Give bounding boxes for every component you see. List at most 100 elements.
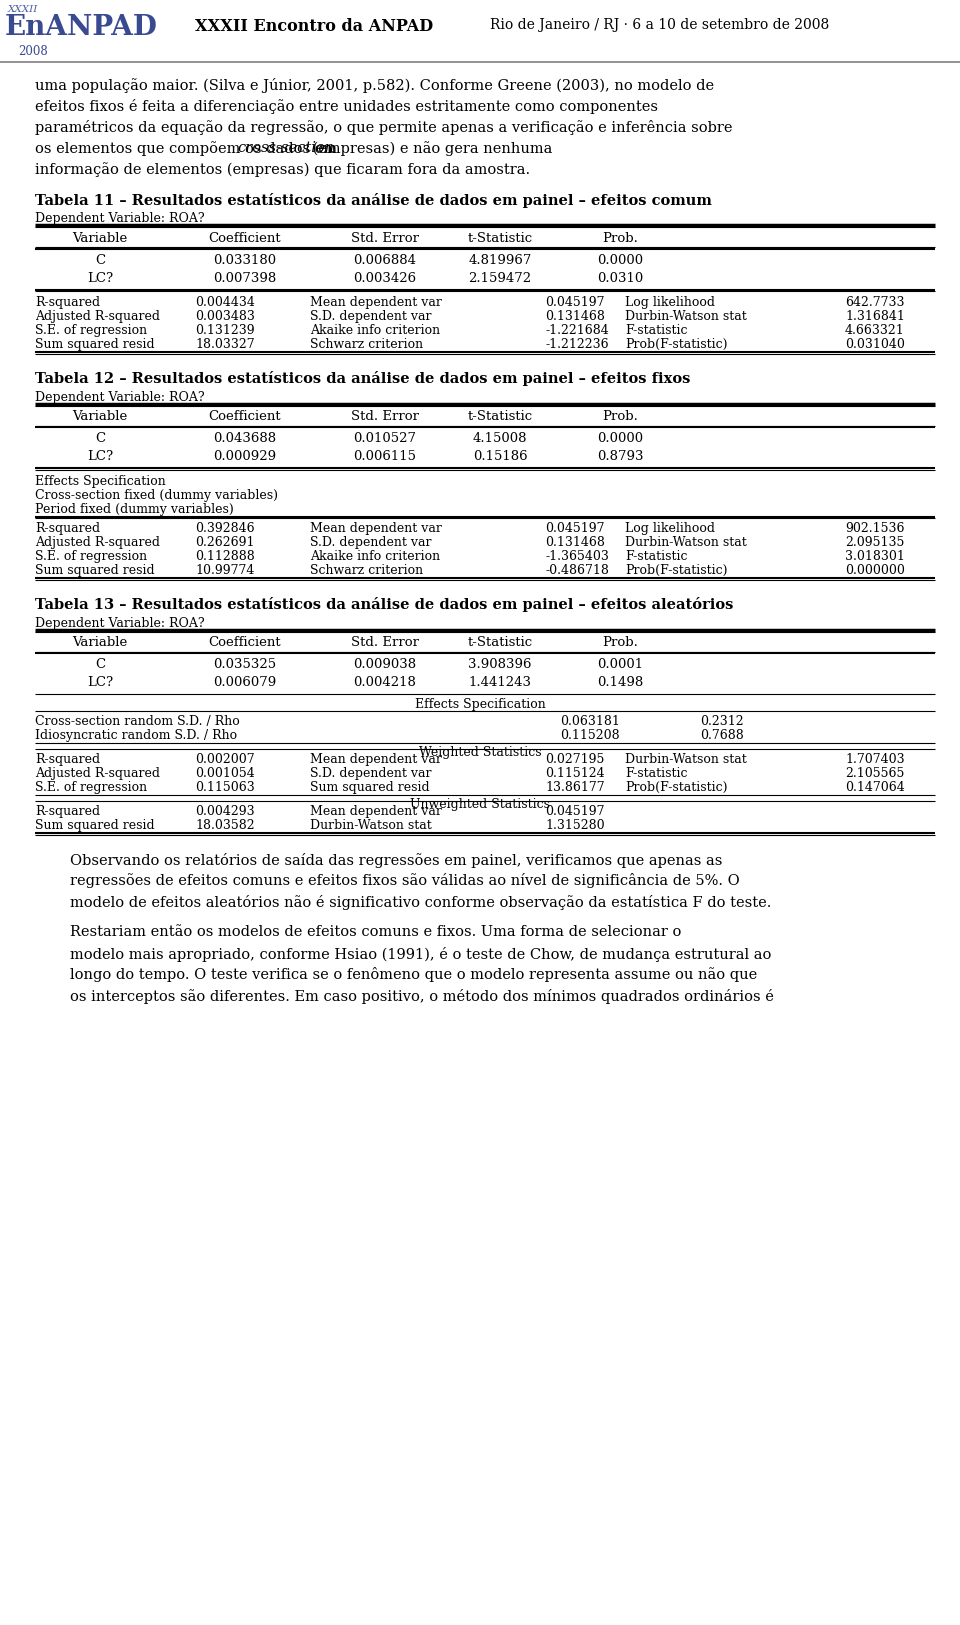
Text: 0.001054: 0.001054 [195, 767, 254, 780]
Text: Tabela 12 – Resultados estatísticos da análise de dados em painel – efeitos fixo: Tabela 12 – Resultados estatísticos da a… [35, 372, 690, 387]
Text: Prob.: Prob. [602, 411, 638, 424]
Text: Log likelihood: Log likelihood [625, 522, 715, 535]
Text: t-Statistic: t-Statistic [468, 411, 533, 424]
Text: S.D. dependent var: S.D. dependent var [310, 536, 431, 549]
Text: informação de elementos (empresas) que ficaram fora da amostra.: informação de elementos (empresas) que f… [35, 162, 530, 177]
Text: 0.0001: 0.0001 [597, 658, 643, 671]
Text: 10.99774: 10.99774 [195, 564, 254, 577]
Text: R-squared: R-squared [35, 752, 100, 765]
Text: 3.908396: 3.908396 [468, 658, 532, 671]
Text: F-statistic: F-statistic [625, 767, 687, 780]
Text: LC?: LC? [87, 271, 113, 284]
Text: 0.147064: 0.147064 [845, 782, 904, 795]
Text: Variable: Variable [72, 411, 128, 424]
Text: 1.707403: 1.707403 [845, 752, 904, 765]
Text: 1.316841: 1.316841 [845, 310, 905, 323]
Text: 2.095135: 2.095135 [845, 536, 904, 549]
Text: 0.003426: 0.003426 [353, 271, 417, 284]
Text: Std. Error: Std. Error [351, 411, 419, 424]
Text: 0.131468: 0.131468 [545, 310, 605, 323]
Text: -0.486718: -0.486718 [545, 564, 609, 577]
Text: S.E. of regression: S.E. of regression [35, 782, 147, 795]
Text: 642.7733: 642.7733 [845, 296, 904, 309]
Text: (empresas) e não gera nenhuma: (empresas) e não gera nenhuma [308, 141, 552, 156]
Text: F-statistic: F-statistic [625, 323, 687, 336]
Text: Mean dependent var: Mean dependent var [310, 752, 442, 765]
Text: LC?: LC? [87, 676, 113, 689]
Text: Adjusted R-squared: Adjusted R-squared [35, 536, 160, 549]
Text: modelo de efeitos aleatórios não é significativo conforme observação da estatíst: modelo de efeitos aleatórios não é signi… [70, 894, 772, 910]
Text: regressões de efeitos comuns e efeitos fixos são válidas ao nível de significânc: regressões de efeitos comuns e efeitos f… [70, 874, 740, 889]
Text: S.D. dependent var: S.D. dependent var [310, 310, 431, 323]
Text: Period fixed (dummy variables): Period fixed (dummy variables) [35, 502, 233, 515]
Text: S.E. of regression: S.E. of regression [35, 549, 147, 562]
Text: -1.212236: -1.212236 [545, 338, 609, 351]
Text: t-Statistic: t-Statistic [468, 232, 533, 245]
Text: 0.006079: 0.006079 [213, 676, 276, 689]
Text: 0.004218: 0.004218 [353, 676, 417, 689]
Text: 0.8793: 0.8793 [597, 450, 643, 463]
Text: R-squared: R-squared [35, 804, 100, 817]
Text: Cross-section random S.D. / Rho: Cross-section random S.D. / Rho [35, 715, 240, 728]
Text: Sum squared resid: Sum squared resid [35, 819, 155, 832]
Text: 0.010527: 0.010527 [353, 432, 417, 445]
Text: 0.027195: 0.027195 [545, 752, 605, 765]
Text: Schwarz criterion: Schwarz criterion [310, 338, 423, 351]
Text: S.D. dependent var: S.D. dependent var [310, 767, 431, 780]
Text: Mean dependent var: Mean dependent var [310, 522, 442, 535]
Text: R-squared: R-squared [35, 296, 100, 309]
Text: Prob(F-statistic): Prob(F-statistic) [625, 338, 728, 351]
Text: 0.063181: 0.063181 [560, 715, 620, 728]
Text: 4.819967: 4.819967 [468, 254, 532, 266]
Text: t-Statistic: t-Statistic [468, 637, 533, 650]
Text: modelo mais apropriado, conforme Hsiao (1991), é o teste de Chow, de mudança est: modelo mais apropriado, conforme Hsiao (… [70, 946, 772, 962]
Text: 0.007398: 0.007398 [213, 271, 276, 284]
Text: 0.000000: 0.000000 [845, 564, 905, 577]
Text: Std. Error: Std. Error [351, 232, 419, 245]
Text: Std. Error: Std. Error [351, 637, 419, 650]
Text: Akaike info criterion: Akaike info criterion [310, 323, 440, 336]
Text: 0.7688: 0.7688 [700, 730, 744, 743]
Text: 0.131239: 0.131239 [195, 323, 254, 336]
Text: Variable: Variable [72, 637, 128, 650]
Text: os interceptos são diferentes. Em caso positivo, o método dos mínimos quadrados : os interceptos são diferentes. Em caso p… [70, 988, 774, 1004]
Text: 13.86177: 13.86177 [545, 782, 605, 795]
Text: 0.002007: 0.002007 [195, 752, 254, 765]
Text: Mean dependent var: Mean dependent var [310, 804, 442, 817]
Text: 0.033180: 0.033180 [213, 254, 276, 266]
Text: 0.0000: 0.0000 [597, 432, 643, 445]
Text: Adjusted R-squared: Adjusted R-squared [35, 310, 160, 323]
Text: 0.392846: 0.392846 [195, 522, 254, 535]
Text: 0.262691: 0.262691 [195, 536, 254, 549]
Text: Observando os relatórios de saída das regressões em painel, verificamos que apen: Observando os relatórios de saída das re… [70, 853, 722, 868]
Text: Durbin-Watson stat: Durbin-Watson stat [625, 752, 747, 765]
Text: Mean dependent var: Mean dependent var [310, 296, 442, 309]
Text: Sum squared resid: Sum squared resid [310, 782, 430, 795]
Text: 0.0310: 0.0310 [597, 271, 643, 284]
Text: 0.004293: 0.004293 [195, 804, 254, 817]
Text: 2.105565: 2.105565 [845, 767, 904, 780]
Text: Prob(F-statistic): Prob(F-statistic) [625, 564, 728, 577]
Text: Restariam então os modelos de efeitos comuns e fixos. Uma forma de selecionar o: Restariam então os modelos de efeitos co… [70, 926, 682, 939]
Text: 2008: 2008 [18, 46, 48, 58]
Text: 0.006884: 0.006884 [353, 254, 417, 266]
Text: 0.009038: 0.009038 [353, 658, 417, 671]
Text: XXXII: XXXII [8, 5, 38, 15]
Text: uma população maior. (Silva e Júnior, 2001, p.582). Conforme Greene (2003), no m: uma população maior. (Silva e Júnior, 20… [35, 78, 714, 93]
Text: 0.131468: 0.131468 [545, 536, 605, 549]
Text: Weighted Statistics: Weighted Statistics [419, 746, 541, 759]
Text: Prob.: Prob. [602, 232, 638, 245]
Text: Tabela 11 – Resultados estatísticos da análise de dados em painel – efeitos comu: Tabela 11 – Resultados estatísticos da a… [35, 193, 712, 208]
Text: Variable: Variable [72, 232, 128, 245]
Text: Dependent Variable: ROA?: Dependent Variable: ROA? [35, 616, 204, 629]
Text: C: C [95, 254, 105, 266]
Text: 0.115208: 0.115208 [560, 730, 619, 743]
Text: LC?: LC? [87, 450, 113, 463]
Text: 0.006115: 0.006115 [353, 450, 417, 463]
Text: Effects Specification: Effects Specification [415, 699, 545, 712]
Text: Durbin-Watson stat: Durbin-Watson stat [625, 536, 747, 549]
Text: Adjusted R-squared: Adjusted R-squared [35, 767, 160, 780]
Text: 0.000929: 0.000929 [213, 450, 276, 463]
Text: Prob(F-statistic): Prob(F-statistic) [625, 782, 728, 795]
Text: 902.1536: 902.1536 [845, 522, 904, 535]
